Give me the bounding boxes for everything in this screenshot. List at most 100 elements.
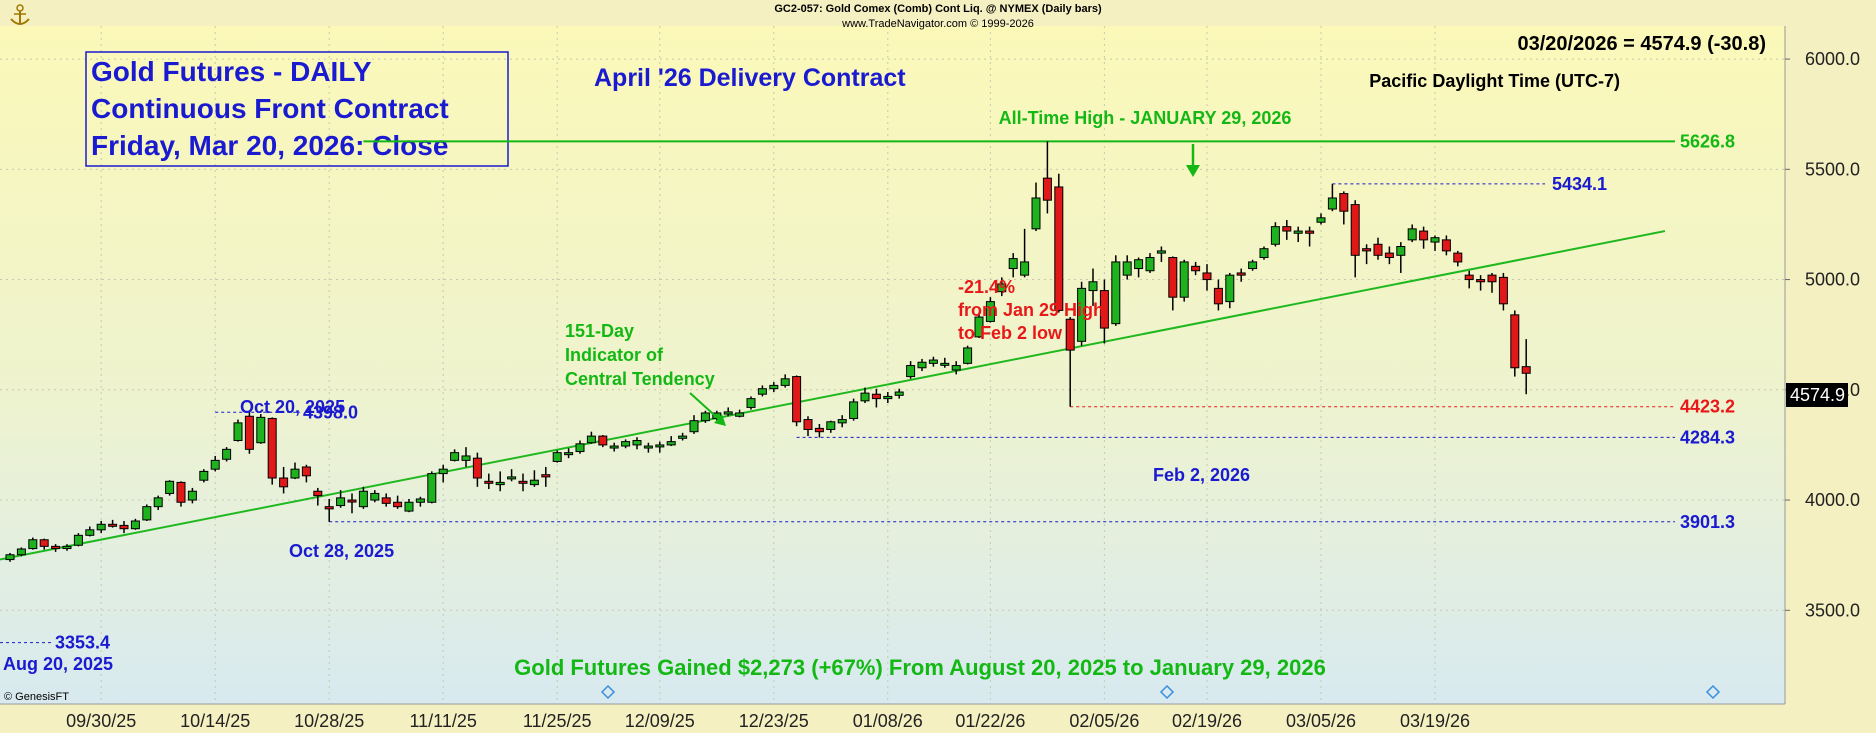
candle [199, 469, 209, 483]
oct28-label: Oct 28, 2025 [289, 541, 394, 561]
candle-body-up [1031, 197, 1041, 230]
candle [1407, 224, 1417, 243]
candle-body-down [244, 415, 254, 450]
candle-body-down [1419, 230, 1429, 241]
candle [963, 345, 973, 365]
candle-body-up [427, 473, 437, 503]
candle [883, 392, 893, 404]
candle-body-up [1088, 281, 1098, 292]
candle-body-down [1350, 204, 1360, 256]
candle-body-down [1441, 239, 1451, 252]
candle-body-up [1225, 274, 1235, 303]
candle-body-up [62, 545, 72, 550]
y-tick-label: 4000.0 [1805, 490, 1860, 510]
candle [735, 409, 745, 418]
event-marker-icon[interactable] [600, 684, 616, 700]
candle-body-down [1373, 243, 1383, 256]
candle [347, 493, 357, 514]
candle-body-down [1202, 272, 1212, 281]
candle [39, 538, 49, 550]
candle-body-up [757, 388, 767, 395]
candle-body-down [267, 417, 277, 479]
candle-body-up [1111, 261, 1121, 325]
candle [860, 387, 870, 404]
candle [1305, 226, 1315, 247]
candle [1145, 253, 1155, 273]
candle [1111, 255, 1121, 326]
candle [575, 440, 585, 454]
title-box [85, 51, 509, 167]
candle-body-up [700, 412, 710, 422]
candle [1008, 253, 1018, 278]
candle [1350, 200, 1360, 278]
candle-body-up [746, 398, 756, 408]
candle [51, 544, 61, 552]
chart-title-line-1: Gold Futures - DAILY [91, 56, 372, 87]
candle [541, 466, 551, 487]
candle [643, 442, 653, 453]
candle-body-up [370, 492, 380, 501]
candle [438, 464, 448, 483]
candle [96, 520, 106, 534]
candle [176, 481, 186, 507]
candle [450, 449, 460, 462]
candle [256, 414, 266, 444]
candle [951, 361, 961, 375]
candle-body-down [871, 393, 881, 400]
candle [142, 504, 152, 521]
candle [62, 544, 72, 551]
indicator-line-2: Indicator of [565, 345, 664, 365]
candle [415, 496, 425, 507]
candle-body-up [1407, 228, 1417, 241]
candle [1510, 310, 1520, 377]
candle [1122, 255, 1132, 280]
chart-title-line-2: Continuous Front Contract [91, 93, 449, 124]
price-readout: 03/20/2026 = 4574.9 (-30.8) [1517, 33, 1766, 55]
candle-body-up [643, 445, 653, 449]
timezone-label: Pacific Daylight Time (UTC-7) [1369, 71, 1620, 91]
trendline-layer [0, 230, 1666, 561]
gridlines [0, 26, 1785, 704]
anchor-icon[interactable] [10, 4, 30, 25]
chart-subtitle: April '26 Delivery Contract [594, 64, 906, 92]
candle [16, 547, 26, 557]
candle [757, 385, 767, 397]
candle [1282, 220, 1292, 240]
candle-body-down [1305, 230, 1315, 234]
last-price-tag: 4574.9 [1786, 383, 1848, 407]
candle-body-up [849, 401, 859, 419]
candle [666, 436, 676, 447]
candle-body-down [484, 480, 494, 484]
candle-body-down [814, 427, 824, 433]
candle-body-up [780, 378, 790, 386]
candle [1327, 183, 1337, 212]
candle [837, 415, 847, 428]
candle [1316, 213, 1326, 225]
candle [119, 520, 129, 534]
candle [769, 382, 779, 393]
event-marker-icon[interactable] [1705, 684, 1721, 700]
candle-body-up [529, 479, 539, 486]
candle-body-up [199, 470, 209, 481]
candle [381, 493, 391, 507]
candle [586, 431, 596, 444]
candle [28, 537, 38, 550]
candle [894, 388, 904, 399]
candle [564, 448, 574, 459]
candle-body-down [1453, 252, 1463, 263]
candle [700, 410, 710, 423]
candle-body-down [1042, 177, 1052, 201]
event-marker-icon[interactable] [1159, 684, 1175, 700]
x-tick-label: 03/19/26 [1400, 711, 1470, 731]
candle-body-down [393, 501, 403, 508]
candle-body-up [655, 444, 665, 448]
candle-body-down [1464, 274, 1474, 281]
x-tick-label: 01/08/26 [853, 711, 923, 731]
candle-body-up [415, 498, 425, 503]
candle-body-up [735, 412, 745, 417]
candle-body-down [598, 435, 608, 446]
candle [1339, 191, 1349, 225]
candle-body-up [632, 440, 642, 446]
candle [689, 415, 699, 434]
